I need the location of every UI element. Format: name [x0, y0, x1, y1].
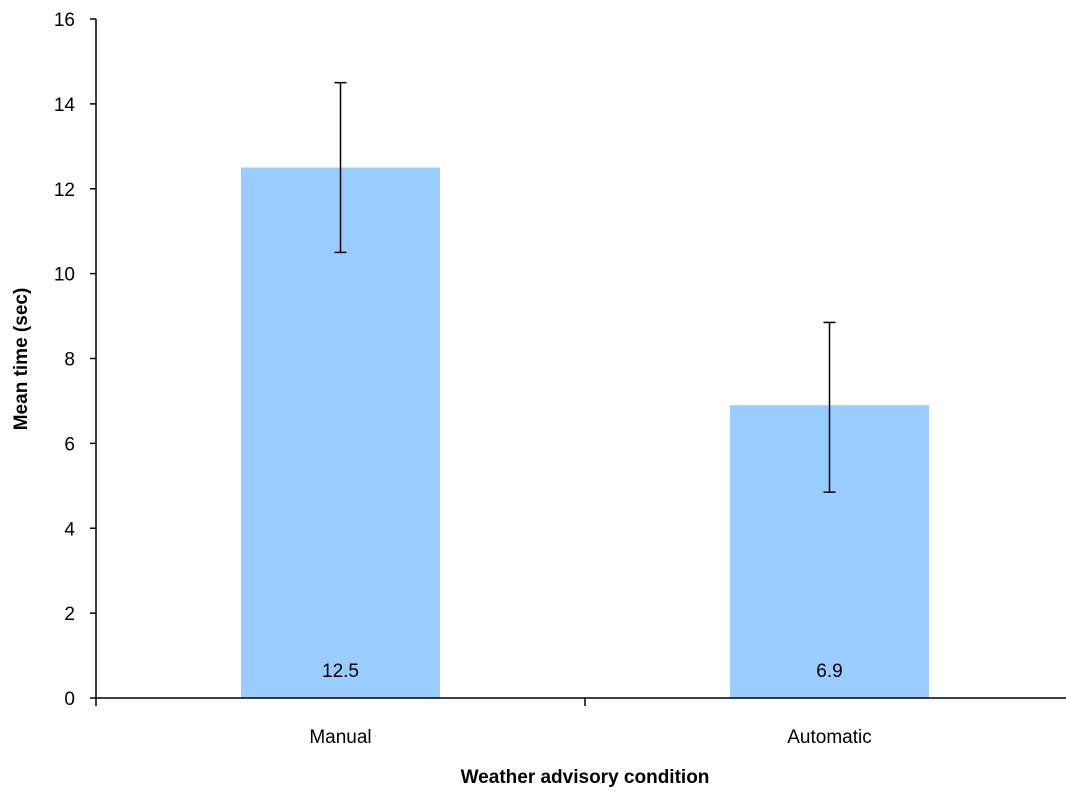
error-bar-manual — [334, 81, 347, 254]
y-tick-label: 14 — [54, 95, 76, 116]
y-tick-label: 8 — [64, 350, 75, 371]
y-tick-label: 2 — [64, 604, 75, 625]
data-label-manual: 12.5 — [322, 661, 359, 682]
y-tick-label: 6 — [64, 434, 75, 455]
bar-manual — [241, 167, 440, 698]
data-label-automatic: 6.9 — [816, 661, 842, 682]
y-tick-label: 12 — [54, 180, 75, 201]
y-tick-label: 0 — [64, 689, 75, 710]
error-bars-layer — [334, 81, 836, 493]
labels-layer: 12.5 Manual 6.9 Automatic 0 2 4 6 8 10 12 14 16 — [54, 10, 872, 748]
category-label-manual: Manual — [309, 727, 371, 748]
y-tick-label: 10 — [54, 265, 75, 286]
y-tick-label: 16 — [54, 10, 75, 31]
y-tick-label: 4 — [64, 519, 75, 540]
y-axis-title: Mean time (sec) — [11, 288, 32, 431]
error-bar-automatic — [823, 321, 836, 493]
x-axis-title: Weather advisory condition — [461, 767, 710, 788]
axes-layer — [90, 18, 1066, 706]
category-label-automatic: Automatic — [787, 727, 871, 748]
bars-layer — [241, 167, 929, 698]
